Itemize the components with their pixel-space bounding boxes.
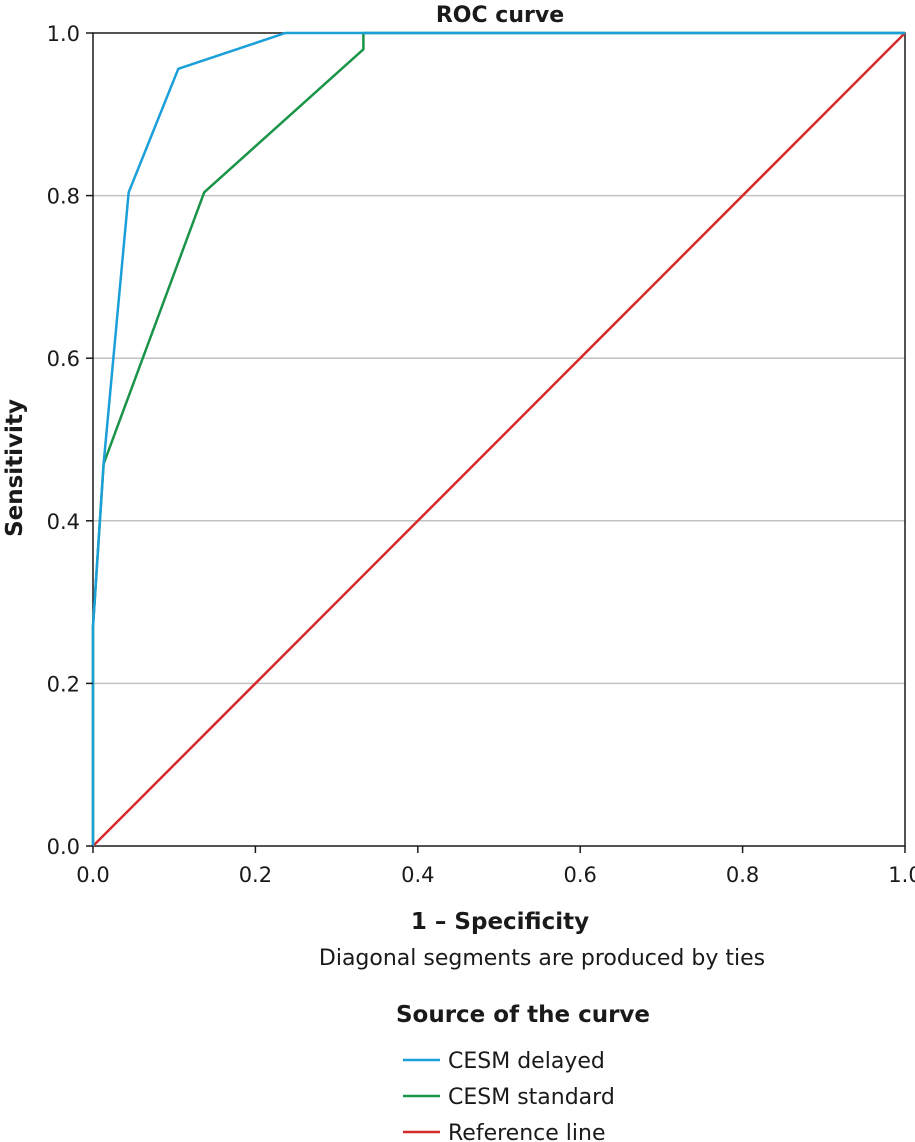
x-axis-title: 1 – Specificity [411,909,589,935]
x-tick-label-1: 0.2 [239,863,272,887]
x-tick-label-2: 0.4 [401,863,434,887]
x-tick-label-3: 0.6 [563,863,596,887]
y-axis-ticks: 0.0 0.2 0.4 0.6 0.8 1.0 [47,22,93,859]
y-tick-label-2: 0.4 [47,510,80,534]
y-tick-label-3: 0.6 [47,347,80,371]
y-tick-label-4: 0.8 [47,185,80,209]
legend-label-cesm-standard: CESM standard [448,1085,615,1110]
legend-label-reference-line: Reference line [448,1121,605,1142]
gridlines [93,194,905,685]
ties-note: Diagonal segments are produced by ties [319,946,765,971]
legend-title: Source of the curve [396,1002,650,1028]
y-tick-label-0: 0.0 [47,835,80,859]
y-tick-label-1: 0.2 [47,672,80,696]
legend-label-cesm-delayed: CESM delayed [448,1049,605,1074]
y-axis-title: Sensitivity [2,399,28,537]
x-tick-label-0: 0.0 [76,863,109,887]
series-line-cesm-delayed [91,31,905,846]
series-line-reference-line [92,32,906,847]
x-tick-label-4: 0.8 [726,863,759,887]
x-axis-ticks: 0.0 0.2 0.4 0.6 0.8 1.0 [76,846,915,887]
legend: CESM delayed CESM standard Reference line [403,1049,615,1142]
x-tick-label-5: 1.0 [888,863,915,887]
series-layer [91,31,906,847]
chart-title: ROC curve [436,3,564,28]
y-tick-label-5: 1.0 [47,22,80,46]
